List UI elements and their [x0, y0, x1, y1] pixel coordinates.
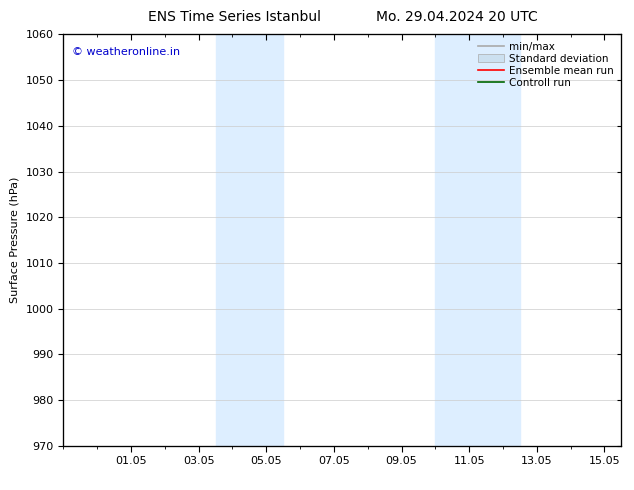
- Text: Mo. 29.04.2024 20 UTC: Mo. 29.04.2024 20 UTC: [375, 10, 538, 24]
- Bar: [216, 34, 283, 446]
- Y-axis label: Surface Pressure (hPa): Surface Pressure (hPa): [10, 177, 20, 303]
- Text: ENS Time Series Istanbul: ENS Time Series Istanbul: [148, 10, 321, 24]
- Bar: [436, 34, 520, 446]
- Text: © weatheronline.in: © weatheronline.in: [72, 47, 180, 57]
- Legend: min/max, Standard deviation, Ensemble mean run, Controll run: min/max, Standard deviation, Ensemble me…: [476, 40, 616, 90]
